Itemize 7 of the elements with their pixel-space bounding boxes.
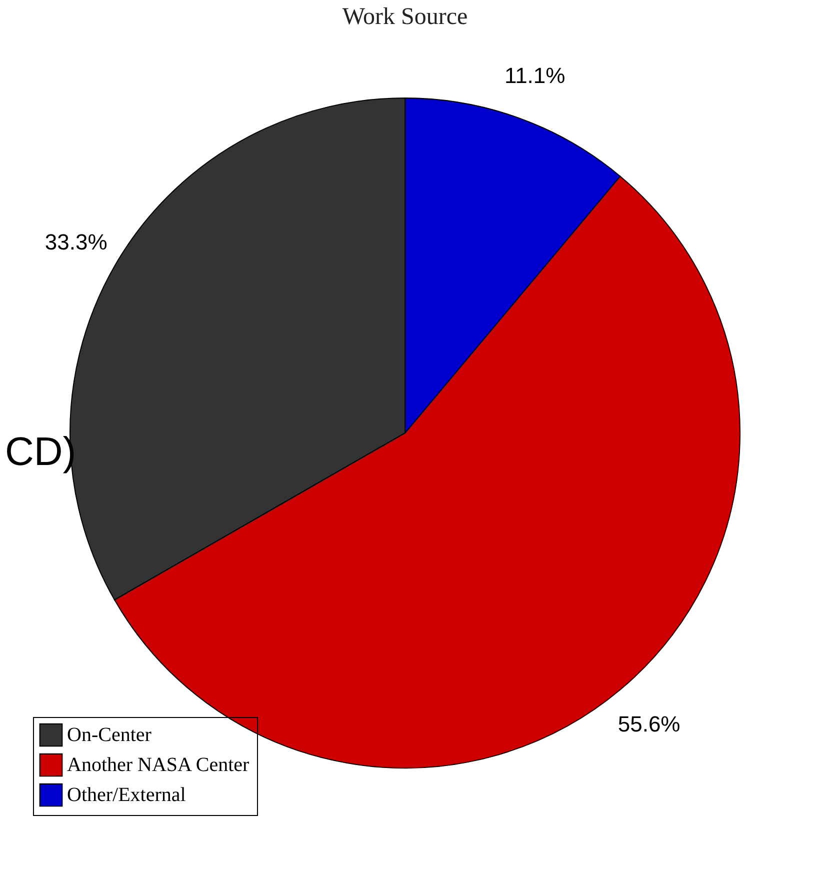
data-label: 11.1%: [504, 62, 566, 88]
legend-label: On-Center: [67, 724, 152, 746]
data-label: 33.3%: [44, 230, 108, 255]
data-label: 55.6%: [618, 711, 680, 736]
legend-label: Another NASA Center: [67, 754, 250, 776]
chart-title: Work Source: [342, 4, 468, 30]
legend-label: Other/External: [67, 784, 186, 806]
